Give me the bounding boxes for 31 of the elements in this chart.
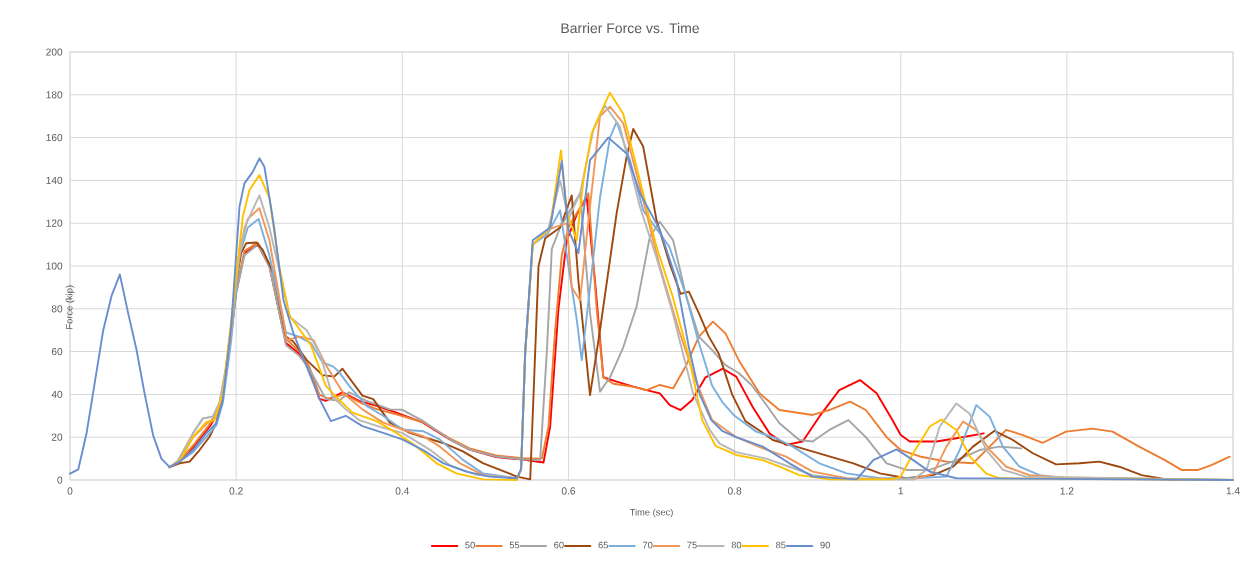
- x-tick-label: 0: [67, 487, 73, 495]
- y-tick-label: 40: [51, 390, 63, 398]
- y-tick-label: 0: [57, 476, 63, 484]
- x-tick-label: 0.6: [561, 487, 576, 495]
- x-tick-label: 0.2: [229, 487, 243, 495]
- y-tick-label: 180: [46, 91, 63, 99]
- y-tick-label: 20: [51, 433, 63, 441]
- legend-label: 65: [598, 541, 609, 549]
- y-tick-label: 60: [51, 348, 63, 356]
- legend-label: 85: [775, 541, 786, 549]
- x-tick-label: 1: [898, 487, 904, 495]
- chart-title: Barrier Force vs. Time: [561, 22, 699, 34]
- y-tick-label: 140: [46, 176, 63, 184]
- y-tick-label: 80: [51, 305, 63, 313]
- y-tick-label: 120: [46, 219, 63, 227]
- legend-label: 55: [509, 541, 520, 549]
- legend-label: 70: [642, 541, 653, 549]
- y-tick-label: 200: [46, 48, 63, 56]
- x-tick-label: 1.2: [1060, 487, 1074, 495]
- legend-label: 90: [820, 541, 830, 549]
- legend-label: 60: [554, 541, 564, 549]
- x-tick-label: 0.4: [395, 487, 410, 495]
- x-tick-label: 1.4: [1226, 487, 1240, 495]
- y-tick-label: 160: [46, 134, 63, 142]
- x-tick-label: 0.8: [727, 487, 742, 495]
- x-axis-title: Time (sec): [629, 508, 673, 518]
- y-tick-label: 100: [46, 262, 63, 270]
- y-axis-title: Force (kip): [65, 285, 75, 329]
- legend-label: 75: [687, 541, 697, 549]
- legend-label: 80: [731, 541, 742, 549]
- legend-label: 50: [465, 541, 475, 549]
